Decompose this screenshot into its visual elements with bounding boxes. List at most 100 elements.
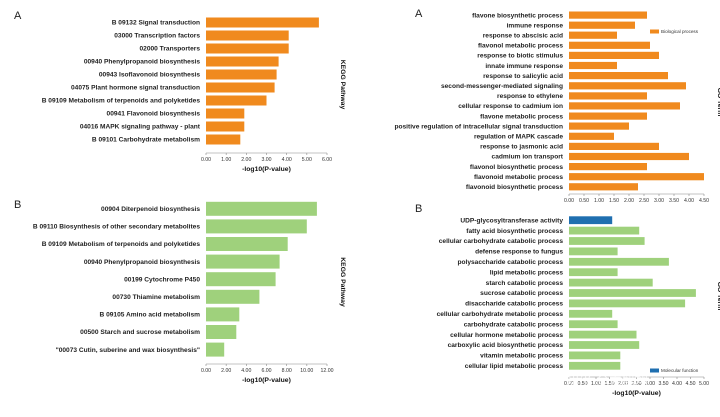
bar — [569, 21, 635, 29]
category-label: response to biotic stimulus — [477, 53, 563, 60]
x-tick-label: 0.50 — [579, 198, 589, 204]
bar — [569, 330, 637, 339]
category-label: innate immune response — [485, 63, 563, 70]
category-label: carbohydrate catabolic process — [464, 321, 564, 328]
category-label: flavonol metabolic process — [478, 43, 563, 50]
category-label: B 09109 Metabolism of terpenoids and pol… — [42, 241, 201, 248]
bar — [206, 289, 260, 304]
category-label: 00500 Starch and sucrose metabolism — [80, 329, 200, 336]
x-tick-label: 1.00 — [221, 157, 231, 163]
chart-panel-4: B UDP-glycosyltransferase activity fatty a… — [415, 203, 720, 397]
x-tick-label: 2.50 — [631, 381, 641, 387]
category-label: 00941 Flavonoid biosynthesis — [107, 111, 201, 118]
category-label: flavonoid biosynthetic process — [466, 184, 563, 191]
bar — [569, 31, 617, 39]
x-tick-label: 2.50 — [639, 198, 649, 204]
category-label: cellular hormone metabolic process — [450, 332, 563, 339]
bar — [206, 325, 237, 339]
x-tick-label: 0.00 — [201, 157, 211, 163]
x-tick-label: 4.00 — [282, 157, 292, 163]
bar — [206, 134, 241, 145]
bar — [206, 254, 280, 269]
bar — [569, 152, 689, 161]
x-tick-label: 5.00 — [302, 157, 312, 163]
category-label: positive regulation of intracellular sig… — [394, 123, 563, 130]
bar — [569, 102, 680, 110]
x-tick-label: 0.00 — [564, 198, 574, 204]
x-tick-label: 2.00 — [624, 198, 634, 204]
bar — [569, 299, 686, 308]
x-tick-label: 4.50 — [685, 381, 695, 387]
bar — [569, 247, 618, 256]
x-tick-label: 4.00 — [684, 198, 694, 204]
legend-label: Biological process — [661, 29, 699, 34]
bar — [206, 30, 289, 41]
bar — [569, 142, 659, 150]
category-label: 03000 Transcription factors — [114, 33, 200, 40]
category-label: response to jasmonic acid — [480, 144, 563, 151]
bar — [206, 17, 319, 28]
bar — [569, 216, 613, 225]
bar — [206, 342, 225, 357]
bar — [569, 268, 618, 277]
x-tick-label: 3.00 — [645, 381, 655, 387]
category-label: 00730 Thiamine metabolism — [112, 294, 200, 301]
bar — [569, 257, 669, 266]
x-tick-label: 2.00 — [221, 368, 231, 374]
x-tick-label: 3.50 — [669, 198, 679, 204]
category-label: flavonol biosynthetic process — [470, 164, 563, 171]
x-tick-label: 10.00 — [300, 368, 313, 374]
x-tick-label: 6.00 — [322, 157, 332, 163]
x-tick-label: 12.00 — [321, 368, 334, 374]
bar — [569, 309, 613, 318]
bar — [569, 351, 621, 360]
chart-panel-3: B 00904 Diterpenoid biosynthesis B 09110 B… — [14, 199, 346, 384]
category-label: response to abscisic acid — [483, 33, 563, 40]
bar — [569, 320, 618, 329]
category-label: 00940 Phenylpropanoid biosynthesis — [84, 59, 200, 66]
category-label: B 09105 Amino acid metabolism — [99, 312, 200, 319]
bar — [569, 82, 686, 90]
x-tick-label: 1.50 — [609, 198, 619, 204]
bar — [569, 278, 653, 287]
category-label: 00904 Diterpenoid biosynthesis — [101, 206, 200, 213]
category-label: cadmium ion transport — [492, 154, 564, 161]
bar — [569, 132, 614, 140]
category-label: cellular carbohydrate catabolic process — [439, 238, 564, 245]
bar — [569, 163, 647, 171]
category-label: cellular carbohydrate metabolic process — [437, 311, 564, 318]
x-tick-label: 3.00 — [261, 157, 271, 163]
x-tick-label: 2.00 — [618, 381, 628, 387]
bar — [206, 219, 307, 234]
bar — [569, 41, 650, 49]
category-label: sucrose catabolic process — [480, 290, 563, 297]
category-label: 04016 MAPK signaling pathway - plant — [80, 124, 201, 131]
bar — [569, 92, 647, 100]
category-label: B 09109 Metabolism of terpenoids and pol… — [42, 98, 201, 105]
bar — [206, 201, 317, 216]
y-axis-title: GO Term — [716, 282, 720, 311]
x-tick-label: 8.00 — [282, 368, 292, 374]
category-label: 04075 Plant hormone signal transduction — [71, 85, 200, 92]
y-axis-title: GO Term — [716, 88, 720, 117]
bar — [569, 112, 647, 120]
bar — [206, 56, 279, 67]
bar — [206, 43, 289, 54]
bar — [206, 95, 267, 106]
panel-label: B — [14, 199, 21, 211]
watermark: 知乎 @袁麒翔 — [566, 373, 648, 388]
category-label: B 09110 Biosynthesis of other secondary … — [33, 224, 200, 231]
bar — [569, 173, 704, 181]
x-tick-label: 3.00 — [654, 198, 664, 204]
bar — [206, 121, 245, 132]
x-tick-label: 0.00 — [564, 381, 574, 387]
category-label: vitamin metabolic process — [480, 353, 563, 360]
bar — [206, 307, 240, 322]
legend-swatch — [650, 368, 659, 373]
chart-panel-1: A B 09132 Signal transduction 03000 Transc… — [14, 10, 346, 173]
bar — [569, 237, 645, 245]
category-label: lipid metabolic process — [490, 269, 564, 276]
category-label: fatty acid biosynthetic process — [466, 228, 563, 235]
bar — [569, 361, 621, 370]
